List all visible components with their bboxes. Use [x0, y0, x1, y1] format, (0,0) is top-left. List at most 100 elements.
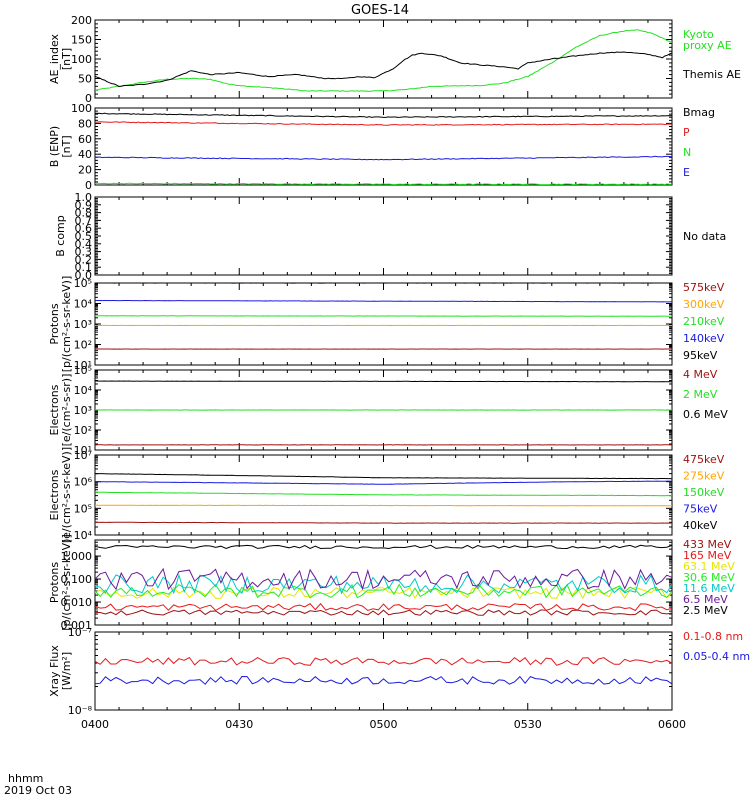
panel-xray: 10⁻⁸ 10⁻⁷ Xray Flux [W/m²] 0.1-0.8 nm 0.05-0.… [48, 626, 750, 717]
legend-entry: N [683, 146, 691, 159]
y-axis-label: B comp [54, 215, 67, 257]
panel-frame [94, 196, 673, 276]
panel-frame [94, 19, 673, 99]
y-tick-label: 50 [78, 73, 92, 86]
y-tick-label: 1.0 [75, 191, 93, 204]
y-axis-label: Electrons [48, 384, 61, 435]
y-axis-label: B (ENP) [48, 126, 61, 167]
series-line-electrons2-0 [95, 521, 672, 524]
y-tick-label: 0.8 [75, 207, 93, 220]
y-tick-label: 80 [78, 117, 92, 130]
y-tick-label: 10⁵ [74, 277, 92, 290]
legend-entry: 0.05-0.4 nm [683, 650, 750, 663]
series-line-protons2-6 [95, 544, 672, 550]
y-tick-label: 0.1 [75, 261, 93, 274]
y-tick-label: 0.2 [75, 253, 93, 266]
series-line-bfield-2 [95, 182, 672, 185]
date-label: 2019 Oct 03 [4, 784, 72, 797]
series-line-protons2-3 [95, 583, 672, 599]
y-axis-label: [nT] [60, 135, 73, 157]
y-tick-label: 10² [74, 424, 92, 437]
x-tick-label: 0530 [514, 718, 542, 731]
legend-entry: 75keV [683, 503, 718, 516]
legend-entry: 0.6 MeV [683, 408, 728, 421]
y-axis-label: Electrons [48, 469, 61, 520]
series-line-protons2-0 [95, 609, 672, 616]
panel-ae: 0 50 100 150 200 AE_index [nT] Kyoto proxy AE The… [48, 14, 741, 105]
legend-entry: 6.5 MeV [683, 593, 728, 606]
panel-protons1: 10¹ 10² 10³ 10⁴ 10⁵ Protons [p/(cm²-s-sr-keV)]… [48, 276, 725, 373]
series-line-electrons2-1 [95, 504, 672, 507]
y-tick-label: 10¹ [74, 359, 92, 372]
y-axis-label: [e/(cm²-s-sr)] [60, 374, 73, 447]
series-line-electrons2-4 [95, 473, 672, 480]
series-line-xray-1 [95, 675, 672, 685]
legend-entry: 2.5 MeV [683, 604, 728, 617]
panel-electrons2: 10⁴ 10⁵ 10⁶ 10⁷ Electrons [e/(cm²-s-sr-keV)] 4… [48, 447, 725, 543]
panel-bcomp: 0.00.10.20.30.40.50.60.70.80.91.0 B comp N… [54, 191, 726, 282]
x-tick-label: 0430 [225, 718, 253, 731]
legend-entry: Kyoto proxy AE [683, 28, 732, 52]
legend-entry: 575keV [683, 281, 725, 294]
y-tick-label: 0.6 [75, 222, 93, 235]
chart-title: GOES-14 [351, 3, 409, 18]
y-tick-label: 0.100 [61, 573, 93, 586]
y-tick-label: 10⁵ [74, 364, 92, 377]
y-tick-label: 10⁴ [74, 529, 93, 542]
y-tick-label: 0.7 [75, 214, 93, 227]
series-line-protons1-2 [95, 315, 672, 317]
y-tick-label: 10⁻⁸ [68, 704, 93, 717]
y-tick-label: 1.000 [61, 550, 93, 563]
series-line-bfield-3 [95, 155, 672, 161]
y-tick-label: 60 [78, 133, 92, 146]
legend-entry: 150keV [683, 486, 725, 499]
legend-entry: 165 MeV [683, 549, 732, 562]
panel-frame [94, 631, 673, 711]
y-tick-label: 10⁴ [74, 384, 93, 397]
y-axis-label: [nT] [60, 48, 73, 70]
panel-frame [94, 282, 673, 366]
series-line-electrons2-3 [95, 480, 672, 485]
y-axis-label: [p/(cm²-s-sr-keV)] [60, 534, 73, 631]
y-tick-label: 0.0 [75, 269, 93, 282]
legend-entry: 11.6 MeV [683, 582, 735, 595]
y-tick-label: 10⁷ [74, 449, 92, 462]
y-tick-label: 10⁻⁷ [68, 626, 92, 639]
legend-entry: 210keV [683, 315, 725, 328]
series-line-protons2-1 [95, 602, 672, 612]
y-tick-label: 200 [71, 14, 92, 27]
y-tick-label: 0.5 [75, 230, 93, 243]
series-line-bfield-0 [95, 112, 672, 118]
y-tick-label: 100 [71, 102, 92, 115]
y-axis-label: Protons [48, 303, 61, 344]
y-axis-label: [W/m²] [60, 652, 73, 690]
legend-entry: 63.1 MeV [683, 560, 735, 573]
legend-entry: 30.6 MeV [683, 571, 735, 584]
legend-entry: 475keV [683, 453, 725, 466]
y-axis-label: Protons [48, 562, 61, 603]
time-format-label: hhmm [8, 772, 43, 785]
y-tick-label: 0.9 [75, 199, 93, 212]
y-tick-label: 20 [78, 164, 92, 177]
series-line-protons2-5 [95, 567, 672, 592]
legend-entry: Bmag [683, 106, 715, 119]
y-axis-label: Xray Flux [48, 645, 61, 697]
series-line-ae-1 [95, 51, 672, 88]
y-tick-label: 40 [78, 148, 92, 161]
y-tick-label: 100 [71, 53, 92, 66]
panel-bfield: 0 20 40 60 80 100 B (ENP) [nT] Bmag PNE [48, 102, 715, 192]
series-line-electrons1-2 [95, 380, 672, 383]
x-tick-label: 0600 [658, 718, 686, 731]
legend-entry: No data [683, 230, 726, 243]
legend-entry: E [683, 166, 690, 179]
y-tick-label: 10⁵ [74, 502, 92, 515]
legend-entry: 300keV [683, 298, 725, 311]
y-tick-label: 0 [85, 92, 92, 105]
y-tick-label: 10¹ [74, 444, 92, 457]
series-line-xray-0 [95, 656, 672, 666]
y-tick-label: 0.3 [75, 246, 93, 259]
y-tick-label: 0.001 [61, 619, 93, 632]
y-tick-label: 0.010 [61, 596, 93, 609]
